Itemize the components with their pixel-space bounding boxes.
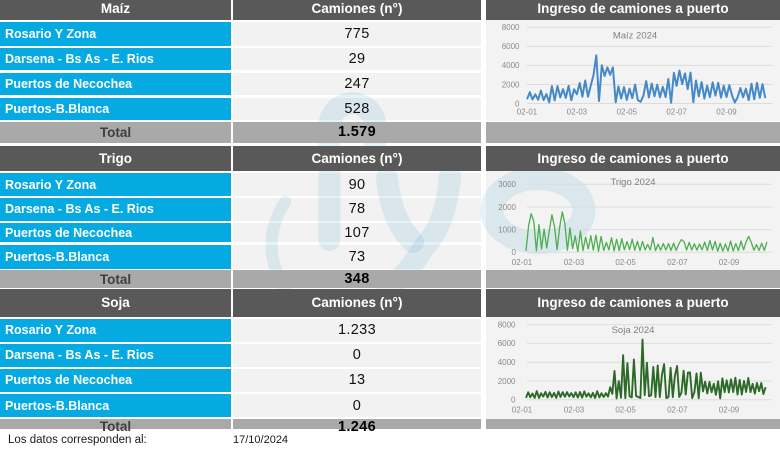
svg-text:02-07: 02-07: [666, 107, 687, 116]
svg-text:02-09: 02-09: [719, 405, 740, 414]
svg-text:Maíz 2024: Maíz 2024: [613, 31, 657, 42]
svg-text:4000: 4000: [502, 61, 520, 70]
svg-text:Trigo 2024: Trigo 2024: [610, 177, 655, 188]
svg-text:Soja 2024: Soja 2024: [612, 325, 655, 336]
svg-text:0: 0: [515, 99, 520, 108]
svg-text:0: 0: [512, 248, 517, 257]
svg-text:02-07: 02-07: [667, 405, 688, 414]
svg-text:02-09: 02-09: [719, 258, 740, 267]
svg-text:02-01: 02-01: [512, 405, 533, 414]
svg-text:02-03: 02-03: [564, 405, 585, 414]
svg-text:02-03: 02-03: [567, 107, 588, 116]
svg-text:2000: 2000: [498, 377, 516, 386]
svg-text:1000: 1000: [498, 225, 516, 234]
svg-text:8000: 8000: [502, 23, 520, 32]
svg-text:02-05: 02-05: [615, 258, 636, 267]
svg-text:2000: 2000: [498, 203, 516, 212]
svg-text:02-01: 02-01: [517, 107, 538, 116]
svg-text:02-03: 02-03: [564, 258, 585, 267]
svg-text:6000: 6000: [502, 42, 520, 51]
svg-text:02-05: 02-05: [617, 107, 638, 116]
svg-text:2000: 2000: [502, 80, 520, 89]
svg-text:02-09: 02-09: [716, 107, 737, 116]
svg-text:8000: 8000: [498, 320, 516, 329]
svg-text:02-05: 02-05: [615, 405, 636, 414]
svg-text:0: 0: [511, 396, 516, 405]
svg-text:02-07: 02-07: [667, 258, 688, 267]
svg-text:3000: 3000: [498, 180, 516, 189]
svg-text:02-01: 02-01: [512, 258, 533, 267]
svg-text:4000: 4000: [498, 358, 516, 367]
svg-text:6000: 6000: [498, 339, 516, 348]
